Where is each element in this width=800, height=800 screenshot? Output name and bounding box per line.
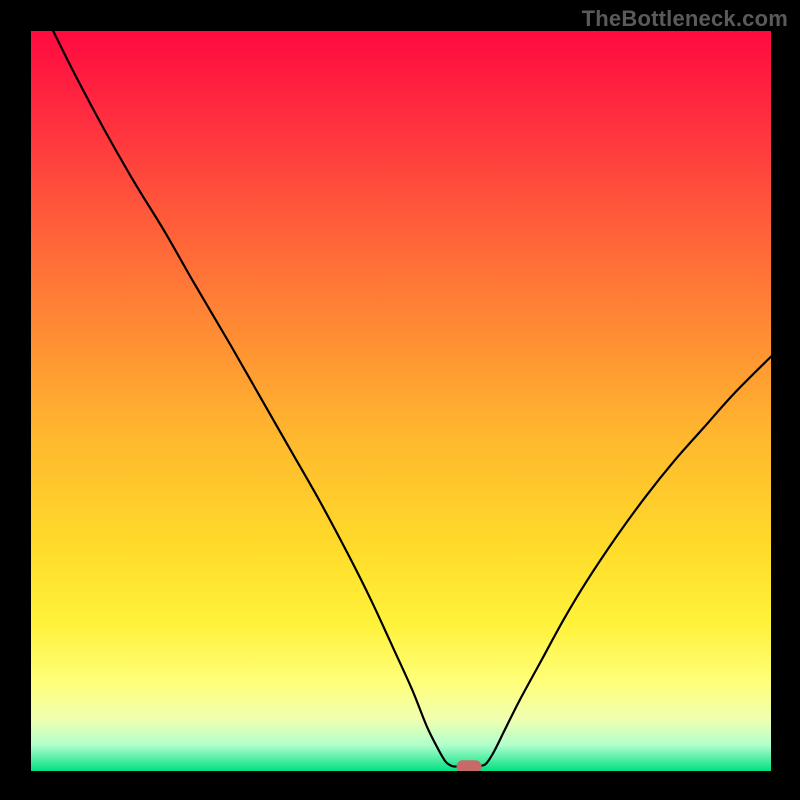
bottleneck-curve-plot (31, 31, 771, 771)
chart-frame: TheBottleneck.com (0, 0, 800, 800)
optimal-marker (457, 760, 482, 771)
plot-background (31, 31, 771, 771)
watermark-text: TheBottleneck.com (582, 6, 788, 32)
